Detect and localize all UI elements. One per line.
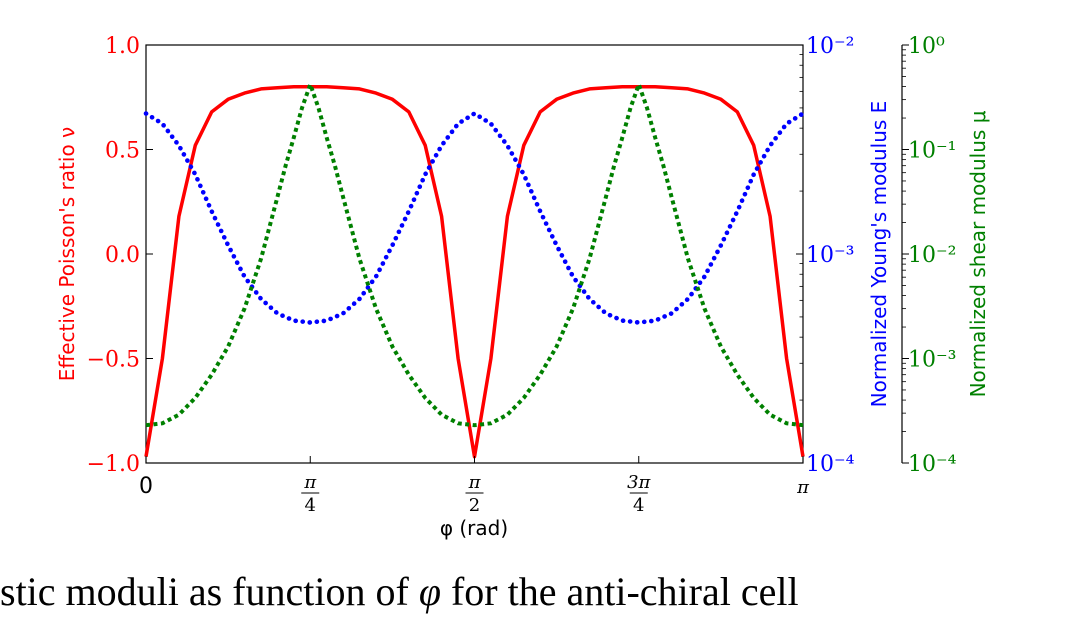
caption-text-after: for the anti-chiral cell	[440, 569, 799, 614]
x-axis-label: φ (rad)	[440, 516, 508, 540]
shear-tick-label: 10⁰	[908, 34, 945, 59]
shear-tick-label: 10⁻³	[908, 348, 956, 373]
left-tick-label: −1.0	[87, 452, 140, 477]
poisson-ratio-series	[144, 85, 805, 459]
young-axis-label: Normalized Young's modulus E	[867, 101, 891, 408]
young-modulus-series	[143, 111, 806, 325]
left-axis-label: Effective Poisson's ratio ν	[55, 127, 79, 381]
x-tick-numerator: π	[303, 472, 317, 493]
x-tick-numerator: π	[468, 472, 482, 493]
young-tick-label: 10⁻²	[806, 34, 854, 59]
left-tick-label: −0.5	[87, 348, 140, 373]
shear-modulus-series	[145, 82, 804, 428]
x-tick-denominator: 4	[305, 495, 316, 516]
caption-phi: φ	[418, 569, 441, 614]
x-tick-numerator: 3π	[627, 472, 651, 493]
plot-frame	[145, 44, 804, 464]
left-tick-label: 1.0	[105, 34, 140, 59]
shear-tick-label: 10⁻²	[908, 243, 956, 268]
left-tick-label: 0.0	[105, 243, 140, 268]
figure-caption: stic moduli as function of φ for the ant…	[0, 568, 799, 615]
x-tick-label: 0	[139, 474, 153, 499]
shear-axis-label: Normalized shear modulus μ	[966, 110, 990, 397]
young-tick-label: 10⁻³	[806, 243, 854, 268]
x-tick-denominator: 2	[469, 495, 480, 516]
series-layer	[143, 82, 806, 459]
shear-tick-label: 10⁻¹	[908, 139, 956, 164]
shear-tick-label: 10⁻⁴	[908, 452, 957, 477]
x-tick-denominator: 4	[633, 495, 644, 516]
young-tick-label: 10⁻⁴	[806, 452, 855, 477]
left-tick-label: 0.5	[105, 139, 140, 164]
tick-layer: 1.0 0.5 0.0 −0.5 −1.0 10⁻² 10⁻³ 10⁻⁴ 10⁰ 10⁻¹ 10⁻²…	[87, 34, 957, 516]
caption-text-before: stic moduli as function of	[0, 569, 419, 614]
x-tick-label: π	[796, 477, 810, 498]
